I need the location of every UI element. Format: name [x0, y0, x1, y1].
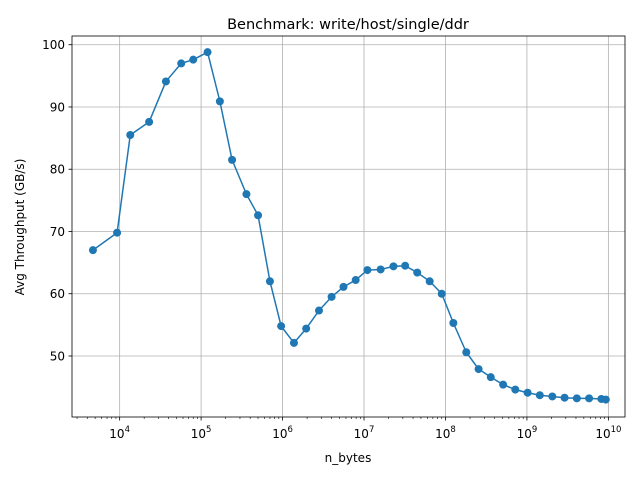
data-point — [413, 268, 422, 277]
y-tick-label: 50 — [50, 349, 65, 363]
y-axis-label: Avg Throughput (GB/s) — [13, 159, 27, 296]
y-tick-label: 60 — [50, 287, 65, 301]
data-point — [327, 292, 336, 301]
x-tick-label: 1010 — [595, 425, 621, 441]
series-layer — [88, 48, 610, 404]
data-point — [339, 282, 348, 291]
data-point — [486, 373, 495, 382]
data-point — [560, 393, 569, 402]
data-point — [523, 388, 532, 397]
plot-frame — [71, 35, 626, 418]
data-point — [474, 365, 483, 374]
data-point — [548, 392, 557, 401]
data-point — [289, 338, 298, 347]
data-point — [389, 262, 398, 271]
data-point — [203, 48, 212, 57]
data-point — [88, 246, 97, 255]
data-point — [363, 266, 372, 275]
data-point — [601, 395, 610, 404]
data-point — [126, 130, 135, 139]
series-line — [92, 51, 606, 401]
data-point — [314, 306, 323, 315]
data-point — [401, 261, 410, 270]
chart-title: Benchmark: write/host/single/ddr — [227, 17, 469, 33]
data-point — [425, 277, 434, 286]
data-point — [145, 117, 154, 126]
y-tick-label: 80 — [50, 163, 65, 177]
data-point — [499, 380, 508, 389]
x-tick-label: 106 — [272, 425, 293, 441]
x-tick-label: 107 — [354, 425, 375, 441]
data-point — [215, 97, 224, 106]
data-point — [437, 289, 446, 298]
y-axis-ticks: 50 60 70 80 90 100 — [42, 38, 72, 363]
data-point — [277, 322, 286, 331]
data-point — [351, 276, 360, 285]
data-point — [189, 55, 198, 64]
grid-lines — [72, 36, 625, 417]
data-point — [161, 77, 170, 86]
x-tick-label: 109 — [517, 425, 538, 441]
x-axis-label: n_bytes — [325, 451, 372, 465]
data-point — [113, 228, 122, 237]
y-tick-label: 70 — [50, 225, 65, 239]
y-tick-label: 90 — [50, 100, 65, 114]
data-point — [265, 277, 274, 286]
data-point — [228, 155, 237, 164]
data-point — [449, 318, 458, 327]
data-point — [572, 394, 581, 403]
data-point — [302, 324, 311, 333]
data-point — [254, 211, 263, 220]
x-tick-label: 108 — [435, 425, 456, 441]
data-point — [585, 394, 594, 403]
data-point — [376, 265, 385, 274]
x-axis-ticks: 104 105 106 107 108 109 1010 — [76, 417, 621, 441]
x-tick-label: 105 — [191, 425, 212, 441]
data-point — [462, 348, 471, 357]
data-point — [242, 190, 251, 199]
x-tick-label: 104 — [109, 425, 130, 441]
data-point — [177, 59, 186, 68]
data-point — [535, 391, 544, 400]
y-tick-label: 100 — [42, 38, 65, 52]
data-point — [511, 385, 520, 394]
